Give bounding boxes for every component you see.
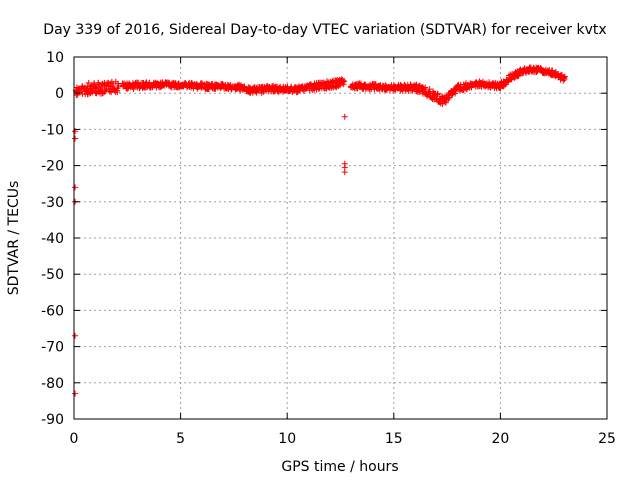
data-point bbox=[114, 88, 121, 95]
y-tick-label: -90 bbox=[41, 412, 64, 428]
data-point bbox=[241, 83, 248, 90]
y-tick-label: -20 bbox=[41, 159, 64, 175]
data-point bbox=[442, 99, 449, 106]
data-point bbox=[434, 90, 441, 97]
data-point bbox=[72, 184, 79, 191]
x-tick-label: 25 bbox=[598, 431, 616, 447]
y-tick-label: -40 bbox=[41, 231, 64, 247]
grid bbox=[74, 57, 607, 419]
chart-title: Day 339 of 2016, Sidereal Day-to-day VTE… bbox=[43, 22, 606, 38]
data-point bbox=[561, 73, 568, 80]
data-point bbox=[341, 78, 348, 85]
data-point bbox=[124, 85, 131, 92]
x-tick-label: 5 bbox=[176, 431, 185, 447]
y-axis-label: SDTVAR / TECUs bbox=[6, 181, 22, 296]
x-tick-label: 0 bbox=[70, 431, 79, 447]
x-axis-label: GPS time / hours bbox=[281, 459, 398, 475]
x-tick-label: 10 bbox=[278, 431, 296, 447]
y-tick-label: -70 bbox=[41, 340, 64, 356]
data-point bbox=[468, 84, 475, 91]
y-tick-label: -10 bbox=[41, 122, 64, 138]
y-tick-label: 0 bbox=[55, 86, 64, 102]
data-point bbox=[560, 77, 567, 84]
x-tick-label: 20 bbox=[491, 431, 509, 447]
data-point bbox=[72, 332, 79, 339]
y-tick-label: -80 bbox=[41, 376, 64, 392]
axis-ticks: 0 5 10 15 20 25 10 0 -10 -20 -30 -40 -50 -60 -70 -80 -90 bbox=[41, 50, 616, 447]
x-tick-label: 15 bbox=[385, 431, 403, 447]
data-point bbox=[115, 83, 122, 90]
y-tick-label: -50 bbox=[41, 267, 64, 283]
data-point bbox=[72, 390, 79, 397]
data-point bbox=[72, 135, 79, 142]
y-tick-label: 10 bbox=[46, 50, 64, 66]
data-point bbox=[341, 113, 348, 120]
y-tick-label: -30 bbox=[41, 195, 64, 211]
data-points bbox=[72, 64, 568, 397]
y-tick-label: -60 bbox=[41, 303, 64, 319]
data-point bbox=[341, 169, 348, 176]
data-point bbox=[436, 96, 443, 103]
